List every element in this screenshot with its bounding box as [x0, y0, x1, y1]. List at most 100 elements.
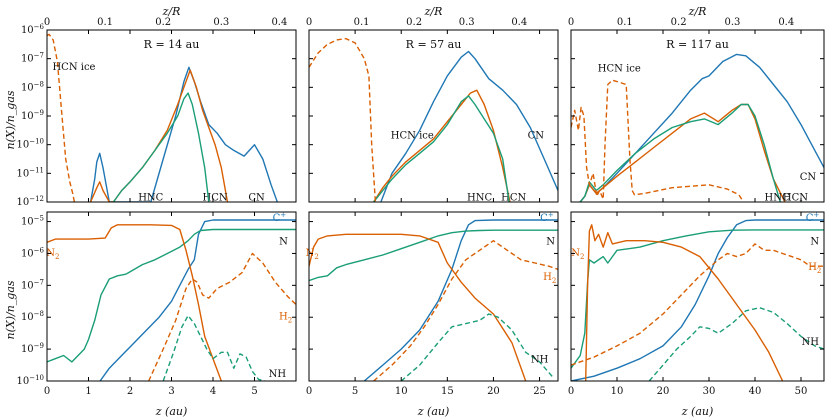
series-nh-dashed — [162, 314, 266, 381]
top-tick-label: 0 — [44, 17, 50, 28]
label-hnc: HNC — [765, 192, 790, 203]
x-axis-label: z (au) — [417, 405, 450, 418]
x-tick-label: 3 — [168, 386, 174, 397]
y-tick-label: 10−10 — [16, 374, 44, 387]
panel-bottom-left: C+ N N2 H2 NH 0 1 2 3 4 5 z (au) 10−10 10−9 10−8 10−7 10… — [16, 211, 297, 418]
series-hcn — [579, 103, 786, 202]
panel-title: R = 14 au — [144, 38, 200, 51]
label-c: C+ — [806, 211, 820, 224]
label-hcn-ice: HCN ice — [598, 63, 641, 74]
x-tick-label: 30 — [703, 386, 716, 397]
label-hnc: HNC — [138, 192, 163, 203]
panel-top-middle: CN HCN HNC HCN ice 0 0.1 0.2 0.3 0.4 z/R R = 57 au — [306, 5, 559, 203]
label-h2: H2 — [279, 312, 292, 325]
top-tick-label: 0.4 — [778, 17, 794, 28]
x-tick-label: 50 — [795, 386, 808, 397]
x-tick-label: 0 — [568, 386, 574, 397]
panel-frame — [46, 29, 297, 203]
top-tick-label: 0.4 — [271, 17, 287, 28]
x-tick-label: 20 — [487, 386, 500, 397]
series-n2 — [309, 233, 527, 381]
panel-frame — [46, 211, 297, 382]
x-tick-label: 0 — [306, 386, 312, 397]
x-tick-label: 5 — [251, 386, 257, 397]
label-h2: H2 — [543, 272, 556, 285]
series-hcn — [373, 89, 511, 202]
y-tick-label: 10−12 — [16, 195, 44, 208]
series-hnc — [373, 95, 510, 202]
y-tick-label: 10−11 — [16, 166, 44, 179]
series-hcn-ice-dashed — [571, 79, 745, 202]
series-c — [99, 219, 296, 381]
label-cn: CN — [528, 131, 545, 142]
y-tick-label: 10−10 — [16, 138, 44, 151]
top-tick-label: 0.2 — [671, 17, 687, 28]
label-hcn: HCN — [783, 192, 808, 203]
series-nh-dashed — [648, 307, 824, 381]
label-n2: N2 — [571, 248, 584, 261]
label-h2: H2 — [808, 262, 821, 275]
y-axis-label-top: n(X)/n_gas — [4, 90, 17, 149]
series-cn — [380, 50, 558, 202]
y-tick-label: 10−5 — [21, 215, 44, 228]
label-hcn-ice: HCN ice — [391, 131, 434, 142]
label-cn: CN — [800, 172, 817, 183]
label-n2: N2 — [306, 248, 319, 261]
series-nh-dashed — [400, 313, 554, 381]
y-tick-label: 10−9 — [21, 109, 44, 122]
top-tick-label: 0 — [306, 17, 312, 28]
x-tick-label: 4 — [210, 386, 216, 397]
series-c — [571, 219, 824, 381]
series-h2-dashed — [373, 240, 558, 381]
series-n — [47, 228, 296, 363]
top-axis-label: z/R — [162, 5, 181, 18]
label-cn: CN — [248, 192, 265, 203]
label-n: N — [279, 237, 288, 248]
label-hnc: HNC — [467, 192, 492, 203]
top-tick-label: 0.2 — [155, 17, 171, 28]
series-n2 — [585, 224, 784, 381]
top-tick-label: 0.2 — [406, 17, 422, 28]
label-hcn: HCN — [501, 192, 526, 203]
label-n: N — [810, 237, 819, 248]
series-h2-dashed — [148, 252, 296, 381]
y-axis-label-bottom: n(X)/n_gas — [4, 280, 17, 339]
label-nh: NH — [531, 355, 549, 366]
top-tick-label: 0.4 — [511, 17, 527, 28]
x-tick-label: 20 — [657, 386, 670, 397]
label-c: C+ — [540, 211, 554, 224]
y-tick-label: 10−9 — [21, 342, 44, 355]
x-tick-label: 1 — [85, 386, 91, 397]
label-n2: N2 — [46, 248, 59, 261]
panel-bottom-middle: C+ N N2 H2 NH 0 5 10 15 20 25 z (au) — [306, 211, 559, 418]
series-hnc — [112, 92, 210, 202]
label-nh: NH — [801, 337, 819, 348]
panel-bottom-right: C+ N N2 H2 NH 0 10 20 30 40 50 z (au) — [568, 211, 825, 418]
label-nh: NH — [269, 369, 287, 380]
label-n: N — [546, 237, 555, 248]
series-h2-dashed — [571, 243, 824, 366]
y-tick-label: 10−8 — [21, 80, 44, 93]
x-tick-label: 0 — [44, 386, 50, 397]
x-tick-label: 2 — [127, 386, 133, 397]
x-tick-label: 10 — [611, 386, 624, 397]
series-n — [571, 229, 824, 369]
series-n2 — [47, 224, 222, 381]
top-tick-label: 0.3 — [725, 17, 741, 28]
series-cn — [579, 53, 824, 202]
top-axis-label: z/R — [424, 5, 443, 18]
x-tick-label: 40 — [749, 386, 762, 397]
series-hcn-ice-dashed — [309, 37, 377, 202]
top-tick-label: 0.3 — [213, 17, 229, 28]
x-tick-label: 25 — [533, 386, 546, 397]
panel-title: R = 57 au — [406, 38, 462, 51]
label-hcn: HCN — [203, 192, 228, 203]
y-tick-label: 10−7 — [21, 278, 44, 291]
panel-title: R = 117 au — [666, 38, 729, 51]
series-hcn — [89, 69, 229, 202]
y-tick-label: 10−6 — [21, 246, 45, 259]
x-axis-label: z (au) — [681, 405, 714, 418]
x-tick-label: 5 — [352, 386, 358, 397]
